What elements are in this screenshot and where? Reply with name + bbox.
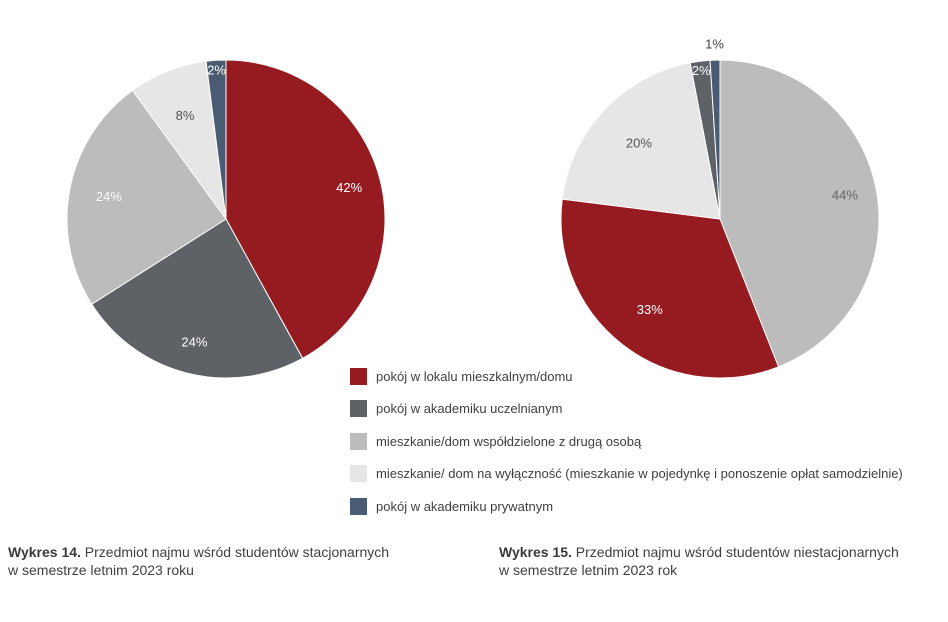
slice-value-label: 42%	[336, 180, 362, 195]
legend-swatch	[350, 465, 367, 483]
legend-item-akademik-prywatny: pokój w akademiku prywatnym	[350, 496, 903, 516]
pie-slice	[205, 59, 227, 220]
pie-slice	[91, 218, 304, 379]
legend-swatch	[350, 497, 367, 515]
legend-label: pokój w akademiku prywatnym	[376, 498, 554, 514]
slice-value-label: 20%	[626, 135, 652, 150]
chart-caption-14: Wykres 14. Przedmiot najmu wśród student…	[8, 543, 438, 579]
legend-swatch	[350, 367, 367, 385]
slice-value-label: 2%	[692, 63, 711, 78]
legend-swatch	[350, 432, 367, 450]
caption-text-line2: w semestrze letnim 2023 rok	[499, 562, 678, 578]
caption-number: Wykres 15.	[499, 544, 572, 560]
legend-label: mieszkanie/ dom na wyłączność (mieszkani…	[376, 466, 903, 482]
caption-text: Przedmiot najmu wśród studentów niestacj…	[571, 544, 899, 560]
legend-item-akademik-uczelniany: pokój w akademiku uczelnianym	[350, 399, 903, 419]
slice-value-label: 24%	[96, 189, 122, 204]
pie-slice	[225, 59, 386, 360]
legend-label: pokój w akademiku uczelnianym	[376, 401, 563, 417]
pie-slice	[719, 59, 880, 368]
legend-swatch	[350, 400, 367, 418]
legend-item-na-wylacznosc: mieszkanie/ dom na wyłączność (mieszkani…	[350, 464, 903, 484]
legend: pokój w lokalu mieszkalnym/domu pokój w …	[350, 366, 903, 529]
slice-value-label: 44%	[832, 188, 858, 203]
slice-value-label: 24%	[181, 335, 207, 350]
chart-caption-15: Wykres 15. Przedmiot najmu wśród student…	[499, 543, 939, 579]
slice-value-label: 1%	[705, 37, 724, 52]
caption-text-line2: w semestrze letnim 2023 roku	[8, 562, 194, 578]
caption-number: Wykres 14.	[8, 544, 81, 560]
legend-item-wspoldzielone: mieszkanie/dom współdzielone z drugą oso…	[350, 431, 903, 451]
slice-value-label: 33%	[637, 302, 663, 317]
pie-slice	[66, 89, 227, 305]
slice-value-label: 2%	[207, 62, 226, 77]
legend-label: pokój w lokalu mieszkalnym/domu	[376, 368, 573, 384]
pie-slice	[561, 62, 721, 220]
legend-label: mieszkanie/dom współdzielone z drugą oso…	[376, 433, 642, 449]
pie-slice	[709, 59, 721, 220]
legend-item-pokoj-lokal: pokój w lokalu mieszkalnym/domu	[350, 366, 903, 386]
caption-text: Przedmiot najmu wśród studentów stacjona…	[80, 544, 390, 560]
slice-value-label: 8%	[176, 108, 195, 123]
pie-slice	[560, 198, 780, 379]
